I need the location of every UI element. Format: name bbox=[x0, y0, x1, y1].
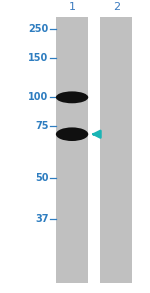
Text: 100: 100 bbox=[28, 92, 48, 102]
Text: 50: 50 bbox=[35, 173, 48, 183]
Text: 250: 250 bbox=[28, 24, 48, 34]
Ellipse shape bbox=[56, 91, 88, 103]
Text: 150: 150 bbox=[28, 53, 48, 63]
Text: 2: 2 bbox=[113, 2, 120, 12]
Ellipse shape bbox=[56, 127, 88, 141]
Text: 37: 37 bbox=[35, 214, 48, 224]
Bar bbox=[100, 16, 132, 283]
Bar bbox=[56, 16, 88, 283]
Text: 1: 1 bbox=[69, 2, 76, 12]
Text: 75: 75 bbox=[35, 121, 48, 131]
